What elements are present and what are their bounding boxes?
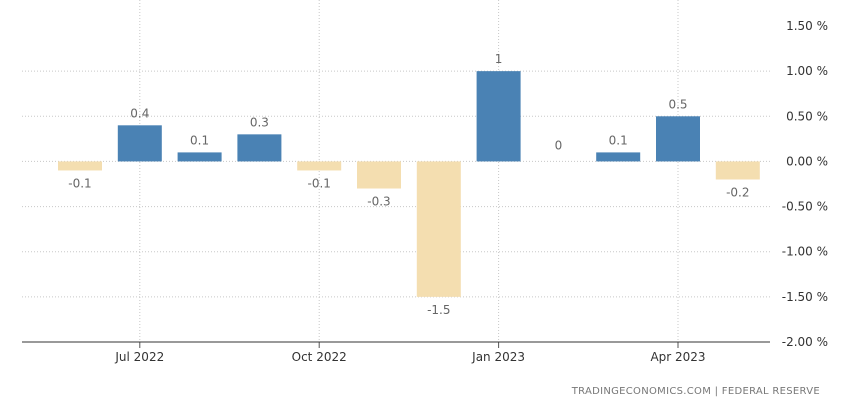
y-tick-label: -1.50 % [782, 290, 828, 304]
data-label: 0.5 [668, 97, 687, 111]
data-label: 0.3 [250, 115, 269, 129]
data-label: 0 [555, 138, 563, 152]
data-label: -0.1 [307, 176, 330, 190]
y-tick-label: -2.00 % [782, 335, 828, 349]
bar [177, 152, 222, 162]
data-label: 0.4 [130, 106, 149, 120]
y-tick-label: 0.00 % [786, 154, 828, 168]
bar [715, 161, 760, 180]
bar [297, 161, 342, 171]
bar [596, 152, 641, 162]
bar [656, 116, 700, 162]
x-tick-label: Oct 2022 [292, 350, 347, 364]
x-tick-label: Jul 2022 [114, 350, 164, 364]
bar [117, 125, 162, 162]
y-tick-label: 1.00 % [786, 64, 828, 78]
source-attribution: TRADINGECONOMICS.COM | FEDERAL RESERVE [571, 386, 820, 397]
bar [237, 134, 282, 162]
data-label: 0.1 [190, 133, 209, 147]
data-label: -0.1 [68, 176, 91, 190]
y-tick-label: 0.50 % [786, 109, 828, 123]
y-tick-label: 1.50 % [786, 19, 828, 33]
data-label: 0.1 [609, 133, 628, 147]
x-tick-label: Jan 2023 [471, 350, 525, 364]
x-tick-label: Apr 2023 [650, 350, 705, 364]
y-tick-label: -0.50 % [782, 200, 828, 214]
data-label: -0.2 [726, 185, 749, 199]
y-tick-label: -1.00 % [782, 245, 828, 259]
bar [357, 161, 401, 189]
bar [476, 71, 521, 162]
data-label: 1 [495, 52, 503, 66]
data-label: -0.3 [367, 195, 390, 209]
bar [416, 161, 461, 297]
data-label: -1.5 [427, 303, 450, 317]
bar [58, 161, 102, 171]
